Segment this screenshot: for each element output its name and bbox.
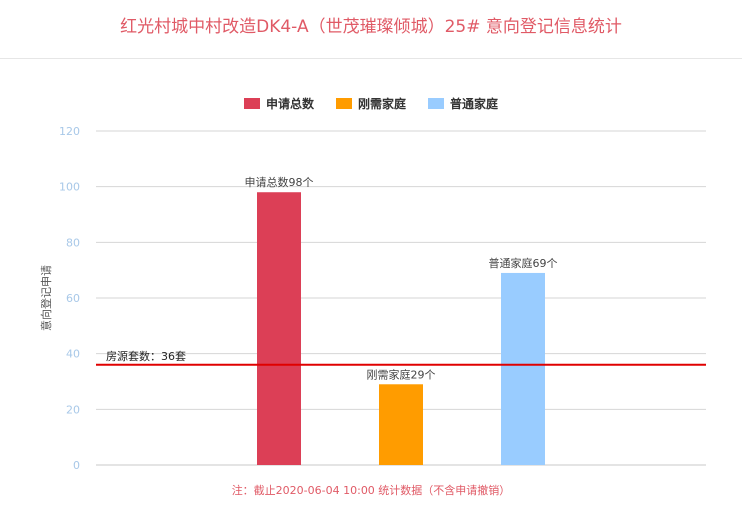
y-tick-label: 0 bbox=[73, 459, 80, 472]
y-tick-label: 80 bbox=[66, 236, 80, 249]
legend-item-total[interactable]: 申请总数 bbox=[243, 95, 314, 112]
y-tick-label: 120 bbox=[59, 125, 80, 138]
bar-data-label: 申请总数98个 bbox=[245, 175, 314, 189]
title-divider bbox=[0, 58, 742, 59]
legend-swatch-total bbox=[243, 98, 260, 109]
legend-swatch-ordinary bbox=[428, 98, 444, 109]
y-tick-label: 100 bbox=[59, 181, 80, 194]
legend-label-total: 申请总数 bbox=[265, 97, 314, 111]
y-tick-label: 40 bbox=[66, 348, 80, 361]
bar bbox=[501, 272, 545, 465]
legend-label-ordinary: 普通家庭 bbox=[450, 97, 499, 111]
chart-title: 红光村城中村改造DK4-A（世茂璀璨倾城）25# 意向登记信息统计 bbox=[120, 17, 622, 37]
legend: 申请总数 刚需家庭 普通家庭 bbox=[0, 95, 742, 112]
legend-item-rigid[interactable]: 刚需家庭 bbox=[335, 95, 406, 112]
reference-line-label: 房源套数：36套 bbox=[106, 349, 186, 363]
y-tick-label: 60 bbox=[66, 292, 80, 305]
legend-item-ordinary[interactable]: 普通家庭 bbox=[428, 95, 498, 112]
bar-data-label: 普通家庭69个 bbox=[489, 256, 558, 270]
y-tick-label: 20 bbox=[66, 403, 80, 416]
bar bbox=[379, 384, 423, 465]
footnote: 注：截止2020-06-04 10:00 统计数据（不含申请撤销） bbox=[231, 484, 511, 497]
legend-label-rigid: 刚需家庭 bbox=[357, 97, 406, 111]
bar-data-label: 刚需家庭29个 bbox=[367, 367, 436, 381]
legend-swatch-rigid bbox=[335, 98, 352, 109]
bar bbox=[257, 192, 301, 465]
